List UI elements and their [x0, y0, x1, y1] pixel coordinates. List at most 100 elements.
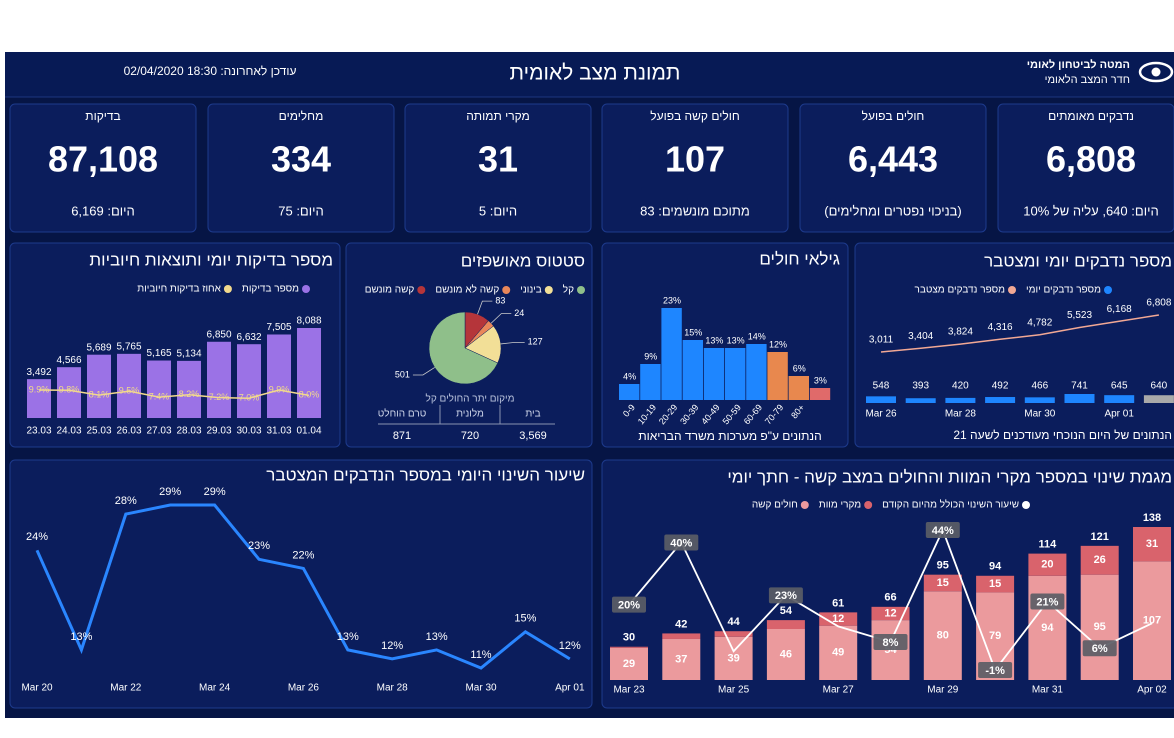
line-label: 5,523 [1067, 310, 1092, 321]
line-label: -1% [985, 665, 1005, 677]
legend-label: מקרי מוות [819, 500, 861, 511]
x-tick-label: 26.03 [116, 426, 141, 437]
segment-label: 29 [623, 658, 635, 670]
bar-segment [819, 625, 858, 680]
label-box [664, 534, 699, 551]
bar-label: 6,850 [206, 329, 231, 340]
x-tick-label: 27.03 [146, 426, 171, 437]
bar [27, 379, 51, 418]
kpi-value: 107 [665, 139, 725, 180]
footnote: הנתונים ע"פ מערכות משרד הבריאות [638, 429, 821, 443]
x-tick-label: Mar 20 [21, 683, 53, 694]
kpi-label: מקרי תמותה [466, 109, 530, 123]
line [880, 314, 1160, 353]
bar [237, 344, 261, 418]
line-label: 3,011 [869, 335, 894, 346]
x-tick-label: Mar 25 [718, 685, 750, 696]
x-tick-label: Mar 26 [865, 409, 897, 420]
line-label: 40% [670, 537, 692, 549]
kpi-note: היום: 6,169 [71, 203, 135, 218]
line-label: 6,808 [1146, 298, 1171, 309]
table-header: מלונית [456, 408, 484, 420]
table-cell: 871 [393, 430, 411, 442]
line-label: 8.1% [89, 389, 110, 399]
line-label: 12% [381, 640, 403, 652]
kpi-label: בדיקות [85, 109, 120, 123]
legend-swatch [544, 286, 553, 294]
bar-segment [766, 629, 805, 680]
line-label: 11% [470, 649, 491, 661]
segment-label: 15 [937, 577, 949, 589]
x-tick-label: Mar 29 [927, 685, 959, 696]
total-label: 54 [780, 605, 793, 617]
legend-label: בינוני [520, 285, 542, 296]
bar [177, 360, 201, 418]
x-tick-label: Mar 22 [110, 683, 142, 694]
bar [767, 352, 788, 400]
line-label: 8.0% [299, 390, 320, 400]
legend-swatch [864, 501, 873, 509]
legend-label: מספר נדבקים יומי [1026, 285, 1101, 296]
bar [207, 341, 231, 418]
bar-label: 492 [992, 381, 1009, 392]
line-label: 7.0% [239, 393, 260, 403]
bar-label: 14% [748, 331, 766, 341]
x-tick-label: Mar 24 [199, 683, 231, 694]
slice-label: 83 [495, 295, 505, 305]
org-name: המטה לביטחון לאומי [1027, 58, 1130, 71]
segment-label: 94 [1041, 622, 1054, 634]
total-label: 42 [675, 618, 687, 630]
legend-label: חולים קשה [752, 499, 798, 511]
bar-segment [871, 620, 910, 680]
label-box [925, 522, 960, 538]
legend-swatch [223, 285, 232, 293]
line-label: 9.9% [29, 384, 50, 394]
bar-segment [662, 638, 701, 680]
kpi-value: 6,808 [1046, 139, 1136, 180]
legend-swatch [1022, 501, 1030, 509]
kpi-value: 6,443 [848, 139, 938, 180]
legend-label: קשה לא מונשם [435, 284, 499, 296]
total-label: 30 [623, 632, 635, 644]
line-label: 13% [337, 631, 359, 643]
bar [1024, 397, 1055, 403]
bar-segment [714, 631, 753, 637]
bar-label: 5,765 [116, 341, 141, 352]
kpi-note: (בניכוי נפטרים ומחלימים) [824, 203, 962, 218]
bar-label: 393 [912, 381, 929, 392]
line-label: 3,404 [908, 331, 933, 342]
bar [1064, 394, 1095, 403]
line-label: 44% [932, 525, 954, 537]
bar-segment [819, 612, 858, 626]
x-tick-label: 24.03 [56, 426, 81, 437]
legend-label: קל [563, 284, 574, 296]
segment-label: 49 [832, 647, 844, 659]
x-tick-label: Mar 30 [465, 683, 497, 694]
bar [87, 354, 111, 418]
bar [746, 344, 767, 400]
legend-label: מספר בדיקות [242, 284, 299, 295]
bar-label: 15% [684, 327, 702, 337]
panel [207, 103, 395, 233]
chart-title: סטטוס מאושפזים [461, 251, 585, 270]
bar [703, 348, 725, 400]
chart-title: מספר בדיקות יומי ותוצאות חיוביות [89, 250, 333, 269]
bar-segment [1133, 527, 1171, 562]
bar-label: 466 [1031, 381, 1048, 392]
table-cell: 3,569 [519, 430, 547, 442]
bar [619, 384, 640, 400]
x-tick-label: Mar 28 [377, 683, 409, 694]
leader-line [490, 313, 512, 324]
chart-title: שיעור השינוי היומי במספר הנדבקים המצטבר [266, 465, 585, 484]
line-label: 24% [26, 531, 48, 543]
segment-label: 39 [727, 652, 739, 664]
bar [1104, 395, 1135, 403]
line-label: 8% [883, 637, 899, 649]
bar-segment [714, 636, 753, 680]
bar-label: 6,632 [236, 332, 261, 343]
line-label: 9.8% [59, 385, 80, 395]
bar-label: 4,566 [56, 355, 81, 366]
total-label: 114 [1039, 539, 1058, 551]
legend-label: אחוז בדיקות חיוביות [137, 284, 221, 295]
table-header: בית [525, 409, 540, 420]
